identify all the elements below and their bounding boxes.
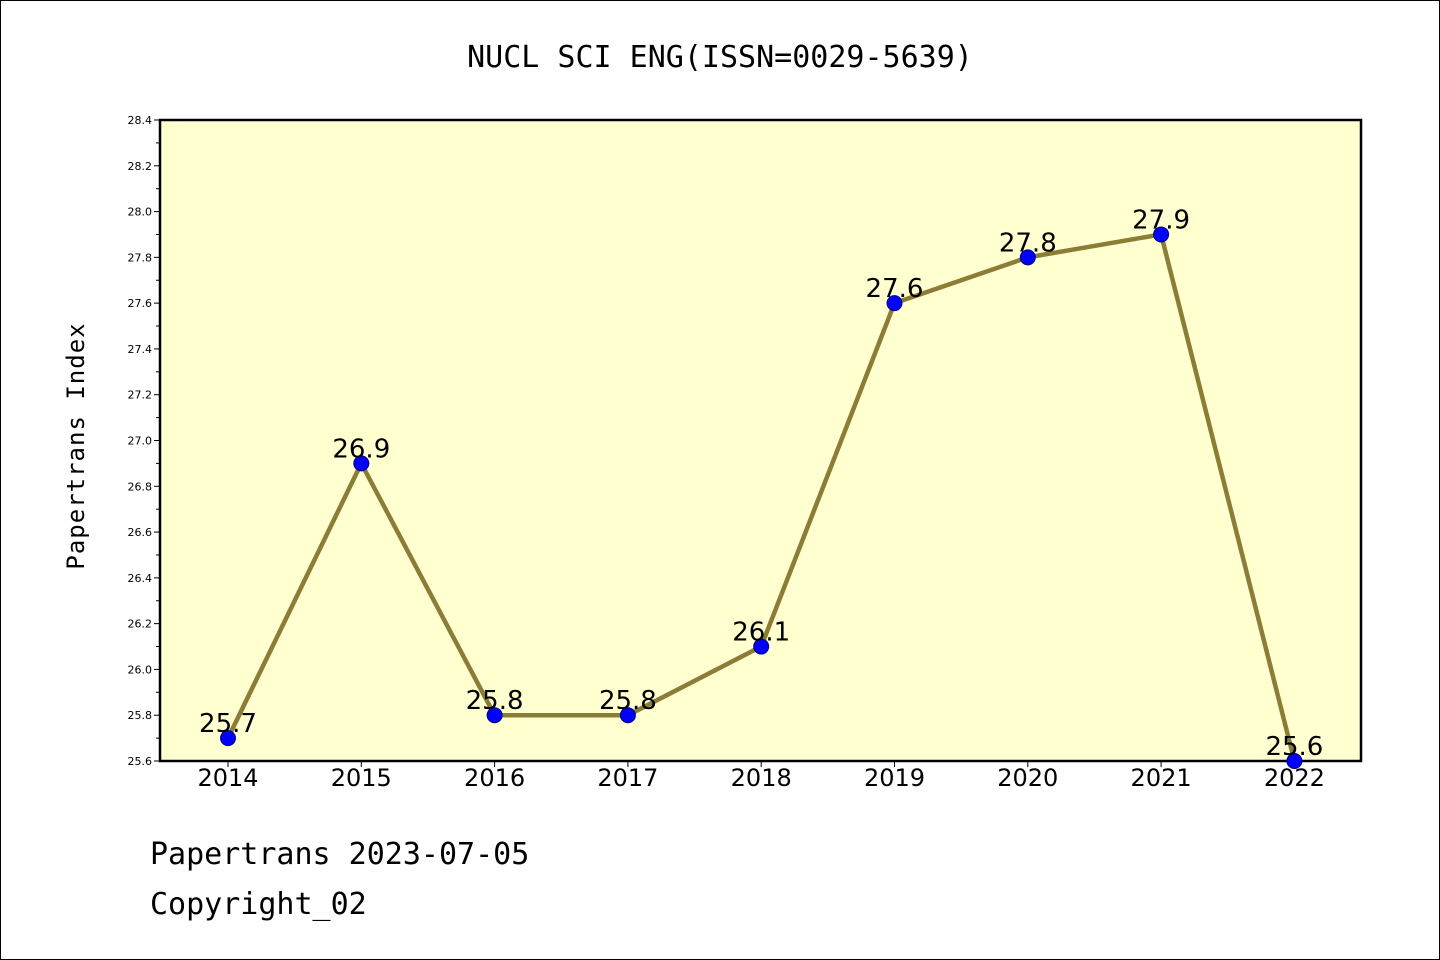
y-tick-label: 25.8	[128, 709, 153, 722]
data-label: 27.6	[866, 274, 924, 304]
y-tick-label: 26.4	[128, 572, 153, 585]
y-tick-label: 27.8	[128, 251, 153, 264]
x-tick-label: 2018	[731, 764, 792, 792]
y-tick-label: 26.0	[128, 663, 153, 676]
data-point	[220, 730, 236, 747]
y-axis-label: Papertrans Index	[62, 322, 90, 569]
chart-title: NUCL SCI ENG(ISSN=0029-5639)	[467, 40, 973, 75]
data-label: 25.8	[599, 686, 657, 716]
data-label: 26.9	[332, 434, 390, 464]
y-tick-label: 25.6	[128, 755, 153, 768]
y-tick-label: 26.8	[128, 480, 153, 493]
data-label: 27.8	[999, 228, 1057, 258]
y-tick-label: 27.2	[128, 389, 153, 402]
x-tick-label: 2015	[331, 764, 392, 792]
data-labels: 25.7 26.9 25.8 25.8 26.1 27.6 27.8 27.9 25.6	[199, 205, 1323, 762]
y-tick-label: 27.6	[128, 297, 153, 310]
data-label: 25.6	[1265, 732, 1323, 762]
footer-date: Papertrans 2023-07-05	[150, 837, 529, 872]
data-point	[619, 707, 636, 724]
x-tick-label: 2017	[597, 764, 658, 792]
data-label: 25.7	[199, 709, 257, 739]
y-tick-label: 27.0	[128, 435, 153, 448]
x-tick-label: 2016	[464, 764, 525, 792]
data-point	[1153, 226, 1170, 243]
x-tick-label: 2020	[997, 764, 1058, 792]
x-tick-label: 2021	[1131, 764, 1192, 792]
data-label: 26.1	[732, 618, 790, 648]
y-tick-label: 26.6	[128, 526, 153, 539]
series-line-group	[220, 226, 1303, 769]
y-axis: 25.6 25.8 26.0 26.2 26.4 26.6 26.8 27.0 27.2 27.4…	[128, 114, 160, 768]
data-point	[486, 707, 503, 724]
x-tick-label: 2014	[197, 764, 258, 792]
data-point	[753, 638, 770, 655]
y-tick-label: 26.2	[128, 618, 153, 631]
y-tick-label: 28.0	[128, 206, 153, 219]
data-label: 25.8	[466, 686, 524, 716]
data-point	[1019, 249, 1036, 266]
data-label: 27.9	[1132, 205, 1190, 235]
y-tick-label: 28.4	[128, 114, 153, 127]
data-point	[1286, 753, 1303, 769]
y-tick-label: 27.4	[128, 343, 153, 356]
data-point	[886, 295, 903, 312]
footer-copyright: Copyright_02	[150, 887, 367, 922]
x-axis: 2014 2015 2016 2017 2018 2019 2020 2021 2022	[197, 761, 1325, 792]
data-point	[353, 455, 370, 472]
x-tick-label: 2019	[864, 764, 925, 792]
y-tick-label: 28.2	[128, 160, 153, 173]
